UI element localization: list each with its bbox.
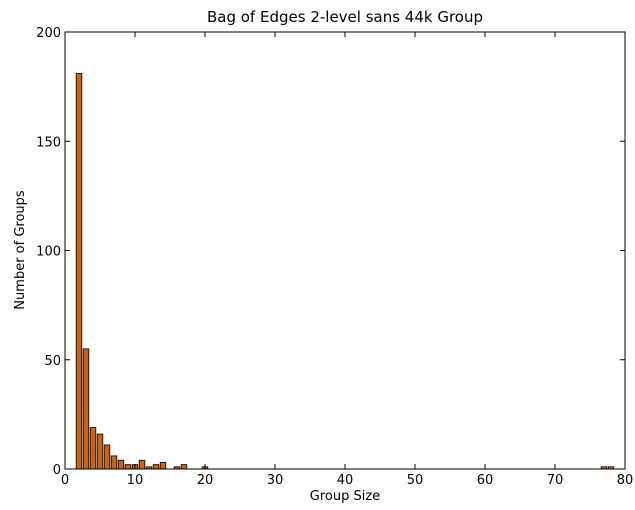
x-tick-label: 60 — [477, 473, 494, 488]
bar-2 — [75, 73, 83, 470]
y-tick-label: 50 — [44, 354, 61, 369]
plot-frame — [64, 31, 626, 470]
bar-8 — [117, 459, 125, 470]
bars-group — [75, 73, 615, 470]
chart-title: Bag of Edges 2-level sans 44k Group — [207, 8, 483, 26]
y-tick-label: 0 — [53, 463, 61, 478]
bar-17 — [180, 464, 188, 470]
y-axis-label: Number of Groups — [13, 190, 28, 310]
y-tick-label: 150 — [36, 135, 61, 150]
y-tick-label: 200 — [36, 26, 61, 41]
bar-5 — [96, 433, 104, 470]
x-tick-label: 80 — [617, 473, 634, 488]
x-tick-label: 40 — [337, 473, 354, 488]
x-tick-label: 50 — [407, 473, 424, 488]
bar-4 — [89, 427, 97, 470]
bar-14 — [159, 462, 167, 470]
x-tick-label: 10 — [127, 473, 144, 488]
bar-7 — [110, 455, 118, 470]
bar-13 — [152, 464, 160, 470]
bar-11 — [138, 459, 146, 470]
x-tick-label: 30 — [267, 473, 284, 488]
x-tick-label: 70 — [547, 473, 564, 488]
x-ticks: 0 10 20 30 40 50 60 70 80 — [61, 32, 633, 488]
bar-3 — [82, 348, 90, 470]
x-tick-label: 20 — [197, 473, 214, 488]
x-tick-label: 0 — [61, 473, 69, 488]
x-axis-label: Group Size — [310, 489, 380, 504]
bar-9 — [124, 464, 132, 470]
bar-6 — [103, 444, 111, 470]
y-tick-label: 100 — [36, 245, 61, 260]
y-ticks: 0 50 100 150 200 — [36, 26, 625, 478]
